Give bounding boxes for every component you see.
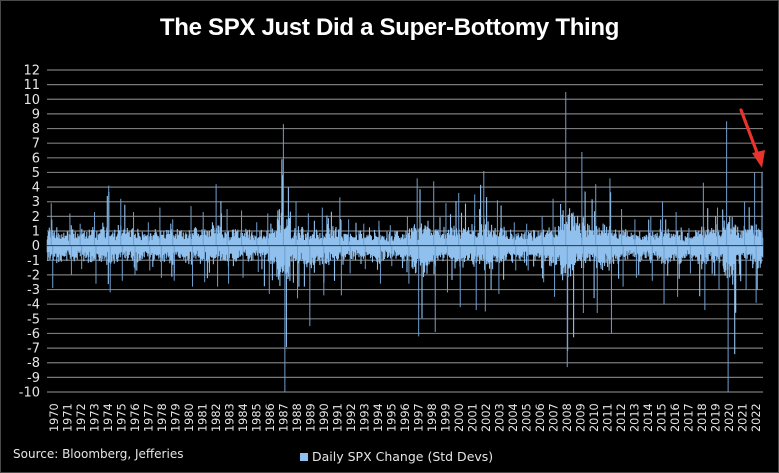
x-tick-label: 2020	[723, 403, 736, 432]
chart-title: The SPX Just Did a Super-Bottomy Thing	[159, 14, 620, 41]
x-tick-label: 2021	[737, 403, 750, 432]
y-tick-label: 5	[32, 166, 40, 181]
x-tick-label: 1996	[399, 403, 412, 432]
y-tick-label: 7	[32, 137, 40, 152]
y-tick-label: 12	[23, 64, 40, 79]
y-tick-label: -6	[27, 327, 40, 342]
source-note: Source: Bloomberg, Jefferies	[13, 447, 184, 461]
y-tick-label: -9	[27, 371, 40, 386]
x-tick-label: 2008	[561, 403, 574, 432]
y-tick-label: 4	[32, 181, 40, 196]
y-tick-label: 10	[23, 93, 40, 108]
x-tick-label: 1989	[304, 403, 317, 432]
x-tick-label: 1980	[183, 403, 196, 432]
x-tick-label: 2010	[588, 403, 601, 432]
x-tick-label: 1999	[440, 403, 453, 432]
y-tick-label: -8	[27, 356, 40, 371]
x-tick-label: 1987	[277, 403, 290, 432]
y-tick-label: 9	[32, 107, 40, 122]
x-tick-label: 1991	[331, 403, 344, 432]
x-tick-label: 1992	[345, 403, 358, 432]
y-tick-label: -4	[27, 298, 40, 313]
y-tick-label: 2	[32, 210, 40, 225]
x-tick-label: 1997	[413, 403, 426, 432]
x-tick-label: 1973	[88, 403, 101, 432]
x-tick-label: 2016	[669, 403, 682, 432]
y-tick-label: 0	[32, 239, 40, 254]
x-tick-label: 2005	[521, 403, 534, 432]
y-tick-label: 11	[23, 78, 40, 93]
x-tick-label: 2009	[575, 403, 588, 432]
x-tick-label: 2015	[656, 403, 669, 432]
x-tick-label: 2017	[683, 403, 696, 432]
x-tick-label: 1976	[129, 403, 142, 432]
x-tick-label: 1974	[102, 403, 115, 432]
x-tick-label: 2001	[467, 403, 480, 432]
x-tick-label: 1971	[61, 403, 74, 432]
x-tick-label: 1995	[385, 403, 398, 432]
x-tick-label: 1975	[115, 403, 128, 432]
x-tick-label: 2019	[710, 403, 723, 432]
legend: Daily SPX Change (Std Devs)	[300, 449, 493, 464]
x-tick-label: 2006	[534, 403, 547, 432]
x-tick-label: 1985	[250, 403, 263, 432]
x-tick-label: 1983	[223, 403, 236, 432]
x-tick-label: 1993	[358, 403, 371, 432]
x-axis-ticks: 1970 1971 1972 1973 1974 1975 1976 1977 1978 1979…	[48, 403, 763, 432]
y-tick-label: -3	[27, 283, 40, 298]
y-tick-label: 3	[32, 195, 40, 210]
x-tick-label: 1981	[196, 403, 209, 432]
x-tick-label: 1990	[318, 403, 331, 432]
x-tick-label: 2012	[615, 403, 628, 432]
y-tick-label: -5	[27, 312, 40, 327]
x-tick-label: 2014	[642, 403, 655, 432]
x-tick-label: 2007	[548, 403, 561, 432]
y-tick-label: -7	[27, 342, 40, 357]
gridlines	[47, 69, 763, 393]
x-tick-label: 1984	[237, 403, 250, 432]
x-tick-label: 1972	[75, 403, 88, 432]
x-tick-label: 2013	[629, 403, 642, 432]
y-tick-label: 6	[32, 151, 40, 166]
x-tick-label: 1970	[48, 403, 61, 432]
y-tick-label: -10	[19, 386, 40, 401]
x-tick-label: 2000	[453, 403, 466, 432]
x-tick-label: 2011	[602, 403, 615, 432]
x-tick-label: 1978	[156, 403, 169, 432]
y-tick-label: -2	[27, 268, 40, 283]
x-tick-label: 2022	[750, 403, 763, 432]
y-tick-label: 1	[32, 225, 40, 240]
data-series	[46, 91, 764, 392]
x-tick-label: 1982	[210, 403, 223, 432]
x-tick-label: 2003	[494, 403, 507, 432]
x-tick-label: 1979	[169, 403, 182, 432]
x-tick-label: 1986	[264, 403, 277, 432]
x-tick-label: 1977	[142, 403, 155, 432]
x-tick-label: 1994	[372, 403, 385, 432]
x-tick-label: 2018	[696, 403, 709, 432]
y-tick-label: -1	[27, 254, 40, 269]
legend-swatch	[300, 452, 308, 461]
x-tick-label: 2002	[480, 403, 493, 432]
x-tick-label: 1988	[291, 403, 304, 432]
red-arrow-annotation	[739, 108, 765, 168]
x-tick-label: 1998	[426, 403, 439, 432]
x-tick-label: 2004	[507, 403, 520, 432]
legend-label: Daily SPX Change (Std Devs)	[312, 449, 494, 464]
y-tick-label: 8	[32, 122, 40, 137]
